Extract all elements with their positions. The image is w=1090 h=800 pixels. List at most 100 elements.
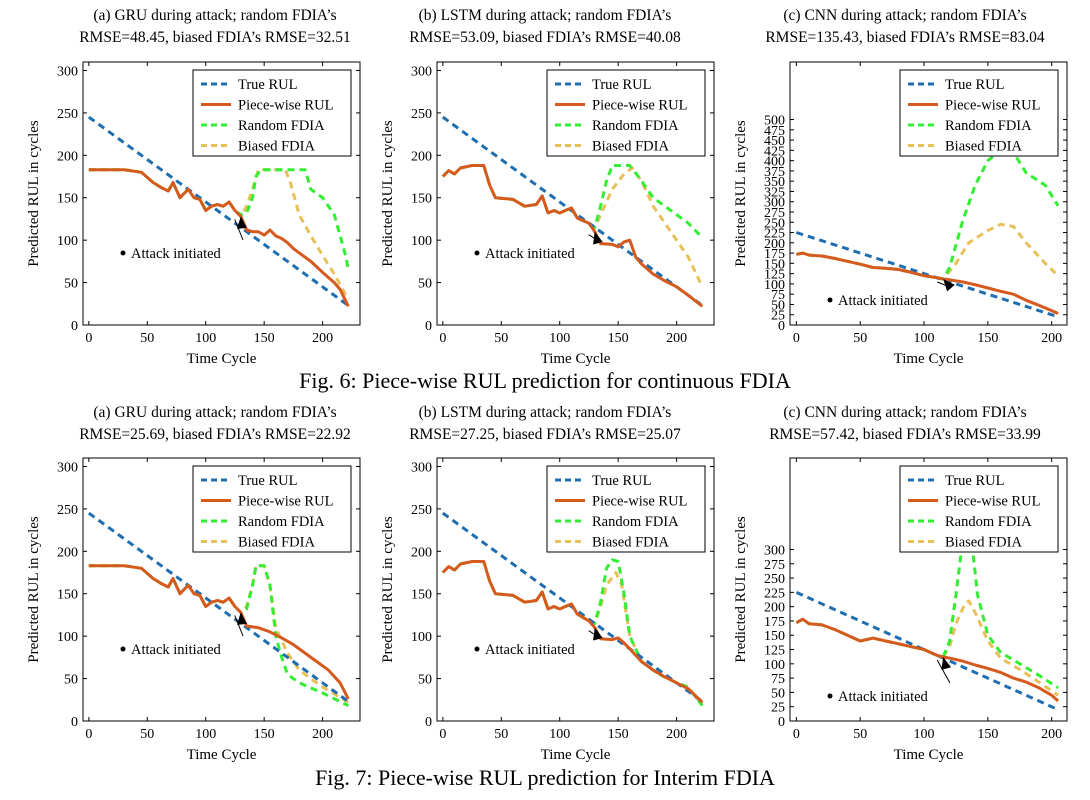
x-tick-label: 100 xyxy=(549,331,570,346)
series-line-random-fdia xyxy=(88,564,349,708)
y-tick-label: 250 xyxy=(764,216,785,231)
legend-label: True RUL xyxy=(238,77,298,93)
x-tick-label: 150 xyxy=(254,331,275,346)
y-tick-label: 0 xyxy=(425,319,432,334)
legend-label: True RUL xyxy=(238,473,298,489)
y-axis-label: Predicted RUL in cycles xyxy=(733,120,749,267)
x-tick-label: 150 xyxy=(608,727,629,742)
annotation-label: Attack initiated xyxy=(485,246,576,262)
series-line-true-rul xyxy=(87,511,350,703)
y-tick-label: 150 xyxy=(57,192,78,207)
legend-box xyxy=(899,69,1059,157)
legend-box xyxy=(546,69,706,157)
series-line-biased-fdia xyxy=(88,564,350,704)
series-line-piece-wise-rul xyxy=(88,168,350,307)
x-tick-label: 200 xyxy=(312,727,333,742)
y-tick-label: 450 xyxy=(764,134,785,149)
legend-label: Biased FDIA xyxy=(238,535,315,551)
x-axis-label: Time Cycle xyxy=(894,747,964,763)
y-axis-label: Predicted RUL in cycles xyxy=(26,516,42,663)
chart-title-line1: (a) GRU during attack; random FDIA’s xyxy=(93,7,336,24)
y-axis-label: Predicted RUL in cycles xyxy=(26,120,42,267)
annotation-bullet xyxy=(120,646,126,652)
legend-box xyxy=(192,69,352,157)
y-tick-label: 250 xyxy=(411,107,432,122)
y-axis-label: Predicted RUL in cycles xyxy=(733,516,749,663)
y-tick-label: 150 xyxy=(57,588,78,603)
plot-frame xyxy=(436,457,715,722)
y-tick-label: 0 xyxy=(71,319,78,334)
x-tick-label: 150 xyxy=(608,331,629,346)
annotation-label: Attack initiated xyxy=(131,642,222,658)
legend-label: Piece-wise RUL xyxy=(592,494,687,510)
legend-label: Random FDIA xyxy=(592,118,679,134)
legend-label: Random FDIA xyxy=(592,514,679,530)
x-tick-label: 200 xyxy=(312,331,333,346)
x-tick-label: 0 xyxy=(793,727,800,742)
x-tick-label: 100 xyxy=(195,331,216,346)
y-tick-label: 300 xyxy=(764,196,785,211)
x-tick-label: 0 xyxy=(85,727,92,742)
chart-title-line2: RMSE=48.45, biased FDIA’s RMSE=32.51 xyxy=(79,29,351,46)
y-tick-label: 100 xyxy=(764,658,785,673)
annotation-arrow-line xyxy=(936,659,951,684)
legend-label: Biased FDIA xyxy=(945,535,1022,551)
series-line-piece-wise-rul xyxy=(795,617,1060,703)
chart-title-line1: (b) LSTM during attack; random FDIA’s xyxy=(419,7,672,24)
x-tick-label: 0 xyxy=(439,727,446,742)
chart-panel-5: (b) LSTM during attack; random FDIA’s RMS… xyxy=(380,404,715,763)
y-tick-label: 250 xyxy=(57,503,78,518)
annotation-bullet xyxy=(827,297,833,303)
y-tick-label: 400 xyxy=(764,155,785,170)
legend-label: Biased FDIA xyxy=(945,139,1022,155)
legend-label: Piece-wise RUL xyxy=(592,98,687,114)
x-tick-label: 50 xyxy=(140,727,154,742)
x-tick-label: 50 xyxy=(140,331,154,346)
x-axis-label: Time Cycle xyxy=(894,351,964,367)
legend-label: Piece-wise RUL xyxy=(945,494,1040,510)
legend-label: True RUL xyxy=(592,77,652,93)
x-axis-label: Time Cycle xyxy=(187,351,257,367)
x-tick-label: 50 xyxy=(853,727,867,742)
annotation-bullet xyxy=(827,693,833,699)
series-line-random-fdia xyxy=(441,164,704,239)
x-axis-label: Time Cycle xyxy=(541,351,611,367)
legend-label: True RUL xyxy=(592,473,652,489)
x-tick-label: 200 xyxy=(666,727,687,742)
annotation-label: Attack initiated xyxy=(131,246,222,262)
x-tick-label: 50 xyxy=(494,331,508,346)
x-tick-label: 100 xyxy=(914,331,935,346)
y-tick-label: 0 xyxy=(425,715,432,730)
y-tick-label: 100 xyxy=(411,234,432,249)
annotation-arrow-head xyxy=(236,612,247,625)
y-tick-label: 75 xyxy=(771,288,785,303)
chart-title-line2: RMSE=25.69, biased FDIA’s RMSE=22.92 xyxy=(79,426,351,443)
y-tick-label: 200 xyxy=(57,149,78,164)
x-axis-label: Time Cycle xyxy=(187,747,257,763)
y-tick-label: 225 xyxy=(764,227,785,242)
series-line-true-rul xyxy=(87,115,350,307)
annotation-label: Attack initiated xyxy=(485,642,576,658)
legend-label: Random FDIA xyxy=(238,118,325,134)
x-tick-label: 100 xyxy=(195,727,216,742)
x-tick-label: 150 xyxy=(977,727,998,742)
plot-frame xyxy=(789,457,1068,722)
chart-title-line1: (b) LSTM during attack; random FDIA’s xyxy=(419,404,672,421)
y-tick-label: 50 xyxy=(418,673,432,688)
legend-label: Random FDIA xyxy=(945,118,1032,134)
plot-frame xyxy=(82,61,361,326)
y-tick-label: 25 xyxy=(771,701,785,716)
legend-box xyxy=(546,465,706,553)
series-line-biased-fdia xyxy=(441,560,704,706)
y-tick-label: 225 xyxy=(764,586,785,601)
figure-6-caption: Fig. 6: Piece-wise RUL prediction for co… xyxy=(299,368,791,393)
chart-title-line2: RMSE=57.42, biased FDIA’s RMSE=33.99 xyxy=(769,426,1041,443)
series-line-piece-wise-rul xyxy=(441,164,704,308)
legend-label: True RUL xyxy=(945,77,1005,93)
y-axis-label: Predicted RUL in cycles xyxy=(380,516,396,663)
y-tick-label: 275 xyxy=(764,558,785,573)
figure-7-caption: Fig. 7: Piece-wise RUL prediction for In… xyxy=(315,765,775,790)
annotation-arrow-head xyxy=(941,656,952,670)
annotation-bullet xyxy=(120,250,126,256)
